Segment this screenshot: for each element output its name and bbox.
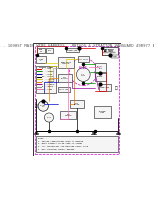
Text: DIODE: DIODE <box>97 76 104 77</box>
Bar <box>111 55 119 58</box>
Text: RECT/
REG: RECT/ REG <box>97 66 104 68</box>
Text: ALT
COIL: ALT COIL <box>81 73 86 76</box>
Text: SEAT: SEAT <box>47 117 51 118</box>
Text: IGN COIL: IGN COIL <box>78 59 88 60</box>
Text: Y  = YELLOW: Y = YELLOW <box>42 79 54 80</box>
Text: PTO
BLADE: PTO BLADE <box>74 102 80 105</box>
Text: ②: ② <box>115 86 118 90</box>
Text: 1. GROUND CONNECTIONS MADE AT ENGINE: 1. GROUND CONNECTIONS MADE AT ENGINE <box>38 140 83 141</box>
Text: 4. B&S VANGUARD 49R977 ENGINE: 4. B&S VANGUARD 49R977 ENGINE <box>38 149 74 150</box>
Text: R  = RED: R = RED <box>42 68 51 69</box>
Bar <box>102 47 118 55</box>
Bar <box>58 74 72 82</box>
Bar <box>46 48 53 54</box>
Text: 54-1304 - 1090ST MAIN WIRE HARNESS - BRIGGS & STRATTON VANGUARD 49R977 ENGINES: 54-1304 - 1090ST MAIN WIRE HARNESS - BRI… <box>0 44 154 48</box>
Text: ①: ① <box>35 104 38 108</box>
Text: B  = BLUE: B = BLUE <box>42 74 52 75</box>
Text: START
SOL: START SOL <box>40 105 46 107</box>
Bar <box>60 111 76 119</box>
Bar <box>94 106 111 118</box>
Bar <box>37 48 45 54</box>
Text: CONNECTOR: CONNECTOR <box>100 87 110 88</box>
Bar <box>58 58 74 68</box>
Bar <box>36 136 118 152</box>
Text: 3. ALL CONNECTORS ARE WEATHER-PROOF TYPE: 3. ALL CONNECTORS ARE WEATHER-PROOF TYPE <box>38 146 87 147</box>
Text: CONN
A: CONN A <box>38 59 43 61</box>
Bar <box>58 87 70 92</box>
Bar <box>95 63 106 72</box>
Text: KEY: KEY <box>47 50 52 51</box>
Bar <box>78 56 89 62</box>
Text: Pk = PINK: Pk = PINK <box>42 89 52 90</box>
Text: OPC
MODULE: OPC MODULE <box>65 114 72 116</box>
Text: W  = WHITE: W = WHITE <box>42 86 53 87</box>
Bar <box>36 56 46 63</box>
Bar <box>99 84 111 91</box>
Text: GROUND
CONN: GROUND CONN <box>98 111 106 113</box>
Text: G  = GREEN: G = GREEN <box>42 71 53 72</box>
Text: COLOR CODE: COLOR CODE <box>39 67 53 68</box>
Circle shape <box>76 68 90 81</box>
Text: 2. WIRE HARNESS COLOR CODE AS SHOWN: 2. WIRE HARNESS COLOR CODE AS SHOWN <box>38 143 81 144</box>
Text: ENGINE: ENGINE <box>79 66 88 70</box>
Bar <box>95 73 106 81</box>
Text: BK = BLACK: BK = BLACK <box>42 76 53 77</box>
Text: IGN
SW: IGN SW <box>39 50 43 52</box>
Text: BATTERY: BATTERY <box>104 49 115 53</box>
Text: IGNITION
SWITCH: IGNITION SWITCH <box>61 61 72 64</box>
Text: PTO
CLUTCH: PTO CLUTCH <box>61 77 69 79</box>
Text: SEAT SW: SEAT SW <box>59 89 68 90</box>
Text: P  = PURPLE: P = PURPLE <box>42 84 54 85</box>
Bar <box>66 48 79 52</box>
Circle shape <box>44 113 54 122</box>
Circle shape <box>38 101 48 111</box>
Bar <box>70 100 84 108</box>
Bar <box>36 66 56 94</box>
Text: O  = ORANGE: O = ORANGE <box>42 81 54 82</box>
Text: CONNECTOR: CONNECTOR <box>67 50 78 51</box>
Text: NOTES:: NOTES: <box>38 138 45 139</box>
Text: CONN: CONN <box>113 56 117 57</box>
